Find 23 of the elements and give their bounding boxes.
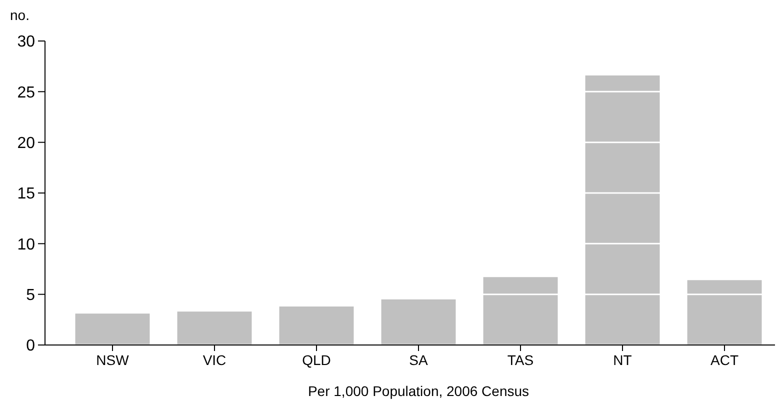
bar: [279, 306, 354, 345]
x-tick-label: NSW: [96, 352, 130, 368]
y-tick-label: 10: [17, 236, 36, 254]
x-tick-label: TAS: [507, 352, 534, 368]
y-axis-title: no.: [10, 7, 30, 23]
bar: [381, 299, 456, 345]
bar: [177, 312, 252, 345]
y-tick-label: 15: [17, 186, 36, 203]
bar: [483, 277, 558, 345]
bar: [585, 75, 660, 345]
x-tick-label: VIC: [202, 352, 226, 368]
bar: [75, 314, 150, 345]
x-axis-title: Per 1,000 Population, 2006 Census: [308, 383, 530, 399]
y-tick-label: 20: [17, 134, 36, 152]
x-tick-label: QLD: [302, 352, 331, 368]
y-tick-label: 25: [17, 84, 36, 102]
y-tick-label: 30: [17, 34, 36, 51]
y-tick-label: 5: [26, 286, 36, 304]
y-tick-label: 0: [26, 338, 36, 355]
x-tick-label: ACT: [710, 352, 739, 368]
x-tick-label: NT: [613, 352, 632, 368]
x-tick-label: SA: [409, 352, 428, 368]
bar: [687, 280, 762, 345]
